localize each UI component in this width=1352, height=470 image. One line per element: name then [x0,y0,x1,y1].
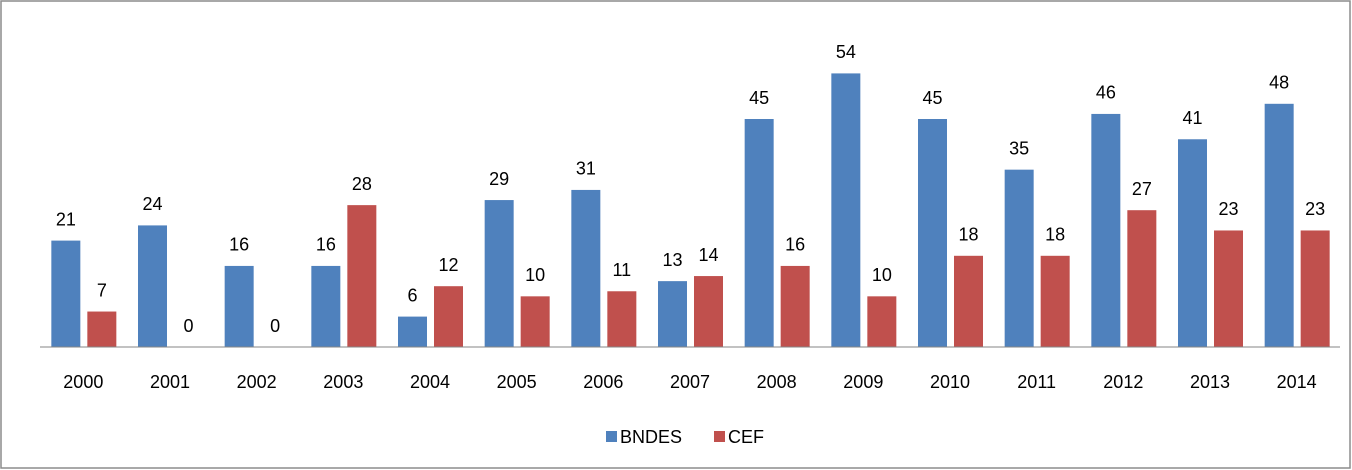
value-label: 28 [352,174,372,194]
value-label: 48 [1269,73,1289,93]
value-label: 41 [1182,108,1202,128]
value-label: 18 [958,225,978,245]
value-label: 45 [749,88,769,108]
value-label: 35 [1009,138,1029,158]
legend-label: CEF [728,427,764,447]
value-label: 18 [1045,225,1065,245]
x-tick-label: 2005 [497,372,537,392]
x-tick-label: 2006 [583,372,623,392]
x-tick-label: 2008 [757,372,797,392]
value-label: 7 [97,280,107,300]
value-label: 45 [922,88,942,108]
legend-swatch [714,431,725,442]
value-label: 6 [407,285,417,305]
bar [571,189,601,347]
bar [658,281,687,347]
bar [867,296,897,347]
value-label: 46 [1096,83,1116,103]
value-label: 0 [270,316,280,336]
bar [1004,169,1034,347]
bar [744,119,774,347]
bar [694,276,723,347]
bar [780,265,810,347]
bar [1091,113,1121,347]
x-tick-label: 2004 [410,372,450,392]
bar [1127,210,1157,347]
value-label: 24 [142,194,162,214]
value-label: 31 [576,159,596,179]
bar [347,205,377,347]
value-label: 27 [1132,179,1152,199]
x-tick-label: 2010 [930,372,970,392]
value-label: 10 [872,265,892,285]
bar [138,225,167,347]
x-tick-label: 2002 [237,372,277,392]
value-label: 29 [489,169,509,189]
x-tick-label: 2001 [150,372,190,392]
x-tick-label: 2014 [1277,372,1317,392]
value-label: 13 [662,250,682,270]
bar [398,316,427,347]
value-label: 16 [316,235,336,255]
bar [51,240,81,347]
value-label: 16 [785,235,805,255]
bar [831,73,861,348]
bar [1300,230,1330,347]
value-label: 0 [183,316,193,336]
bar [1040,255,1070,347]
value-label: 14 [698,245,718,265]
value-label: 12 [438,255,458,275]
legend-label: BNDES [620,427,682,447]
x-tick-label: 2007 [670,372,710,392]
bar [520,296,550,347]
bar [87,311,117,347]
value-label: 21 [56,209,76,229]
value-label: 54 [836,42,856,62]
bar [1264,103,1294,347]
value-label: 10 [525,265,545,285]
bar [607,291,637,347]
x-tick-label: 2003 [323,372,363,392]
x-tick-label: 2011 [1017,372,1056,392]
bar [311,265,341,347]
x-tick-label: 2012 [1103,372,1143,392]
bar [1178,139,1207,347]
legend-swatch [606,431,617,442]
value-label: 11 [612,260,631,280]
x-tick-label: 2000 [63,372,103,392]
bar [1214,230,1243,347]
value-label: 16 [229,235,249,255]
bar [918,119,947,347]
bar [954,255,983,347]
value-label: 23 [1218,199,1238,219]
x-tick-label: 2009 [843,372,883,392]
bar [224,265,254,347]
bar [434,286,463,347]
value-label: 23 [1305,199,1325,219]
bar [484,200,514,347]
x-tick-label: 2013 [1190,372,1230,392]
